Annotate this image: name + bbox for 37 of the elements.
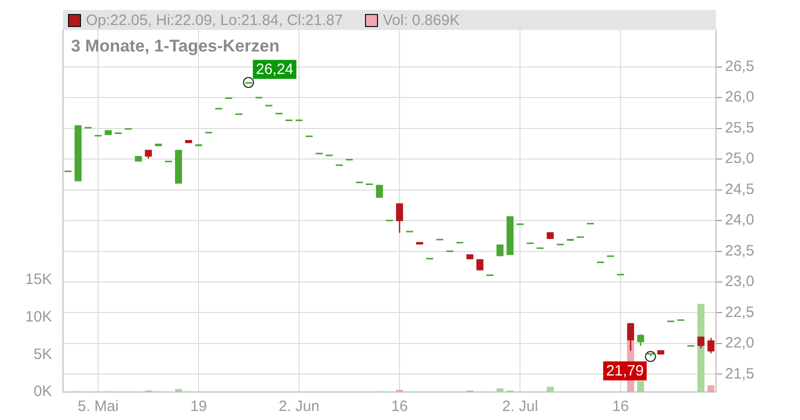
y-tick-label: 26,5 <box>725 58 754 76</box>
candlestick <box>396 202 404 234</box>
y-tick-label: 24,0 <box>725 212 754 229</box>
y-tick-label: 21,5 <box>725 365 754 382</box>
y-tick-label: 23,5 <box>725 242 754 260</box>
y-tick-label: 25,5 <box>725 119 754 136</box>
bar <box>707 385 714 392</box>
candlestick <box>707 337 714 354</box>
y-tick-label: 22,0 <box>725 334 754 352</box>
y2-tick-label: 0K <box>34 383 52 400</box>
bar <box>546 386 554 392</box>
candlestick <box>637 334 644 347</box>
bar <box>637 380 644 392</box>
candlestick <box>376 184 383 198</box>
text: Op:22.05, Hi:22.09, Lo:21.84, Cl:21.87 <box>86 12 343 28</box>
x-tick-label: 2. Jul <box>502 398 538 416</box>
y-tick-label: 22,5 <box>725 304 754 321</box>
x-tick-label: 5. Mai <box>78 398 119 416</box>
x-tick-label: 19 <box>190 398 207 416</box>
chart-title: 3 Monate, 1-Tages-Kerzen <box>71 36 280 56</box>
y-tick-label: 24,5 <box>725 180 754 198</box>
bar <box>496 388 504 392</box>
bar <box>175 389 182 392</box>
y2-tick-label: 15K <box>25 271 52 288</box>
y-tick-label: 26,0 <box>725 88 754 106</box>
y2-tick-label: 10K <box>25 308 52 326</box>
y2-tick-label: 5K <box>34 346 52 363</box>
x-tick-label: 2. Jun <box>278 398 320 416</box>
x-tick-label: 16 <box>612 398 629 416</box>
x-tick-label: 16 <box>391 398 408 416</box>
annotation: 26,24 <box>256 60 294 78</box>
y-tick-label: 23,0 <box>725 273 754 290</box>
y-tick-label: 25,0 <box>725 150 754 168</box>
candlestick <box>476 258 484 271</box>
text: Vol: 0.869K <box>382 12 460 28</box>
candlestick <box>697 336 704 350</box>
annotation: 21,79 <box>606 362 644 380</box>
